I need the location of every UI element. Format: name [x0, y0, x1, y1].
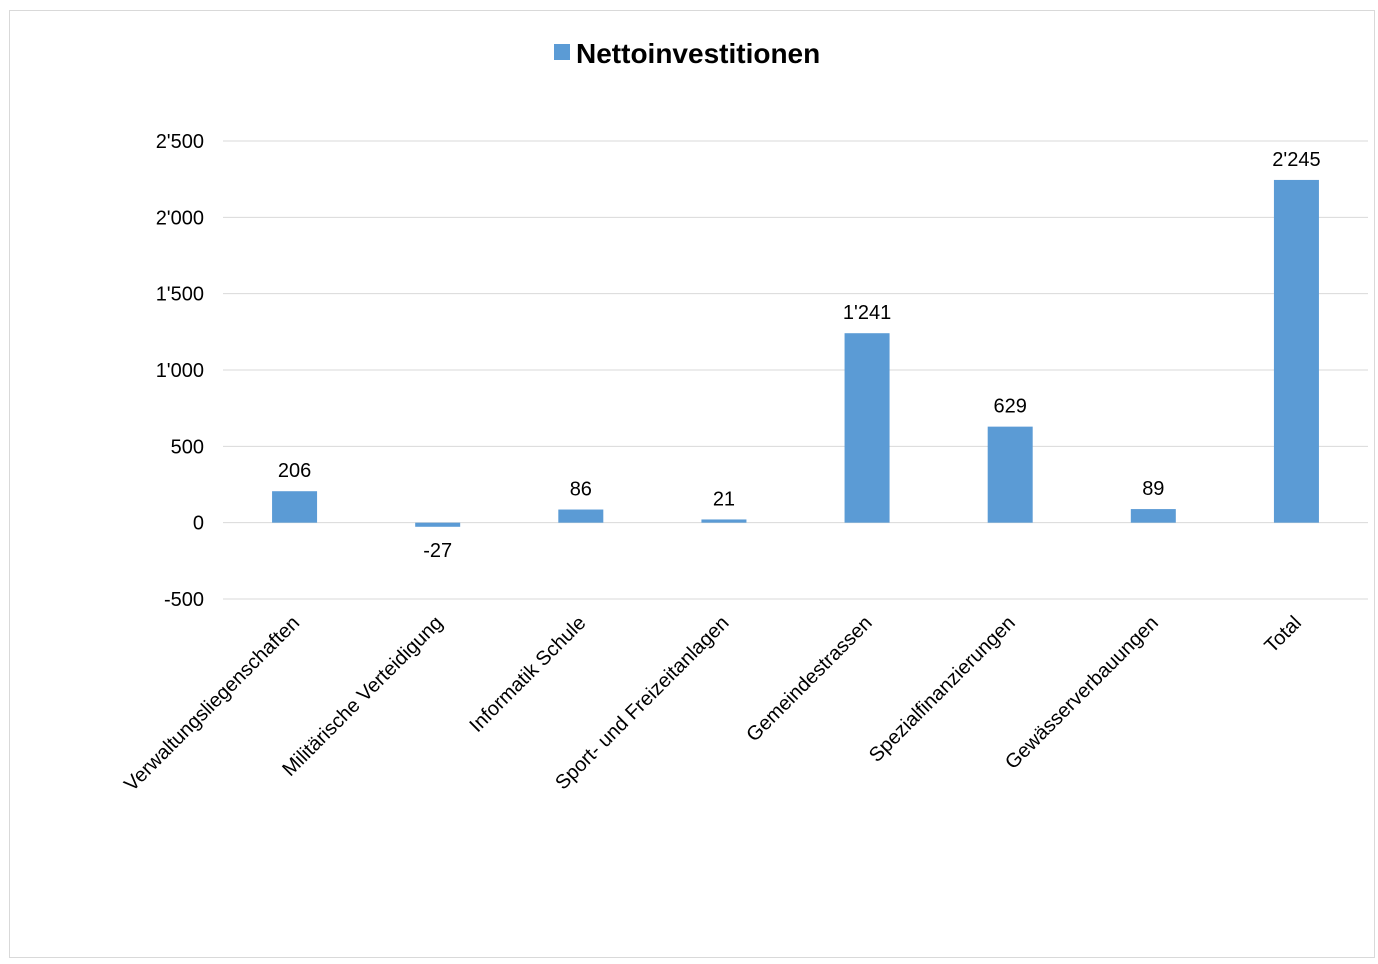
x-tick-label: Verwaltungsliegenschaften — [120, 612, 304, 796]
chart-frame: Nettoinvestitionen -500 0 500 1'000 1'500 2'0… — [9, 10, 1375, 958]
legend: Nettoinvestitionen — [554, 38, 820, 69]
bar — [1273, 179, 1319, 523]
bar — [272, 491, 318, 523]
data-label: 86 — [570, 479, 592, 501]
data-label: 21 — [713, 488, 735, 510]
data-label: 2'245 — [1272, 149, 1320, 171]
y-tick-labels: -500 0 500 1'000 1'500 2'000 2'500 — [156, 131, 204, 611]
y-tick-label: 500 — [171, 436, 204, 458]
gridlines — [223, 140, 1368, 600]
legend-label: Nettoinvestitionen — [576, 38, 820, 69]
y-tick-label: 1'500 — [156, 284, 204, 306]
bars — [272, 179, 1319, 527]
data-labels: 206 -27 86 21 1'241 629 89 2'245 — [278, 149, 1321, 562]
y-tick-label: -500 — [164, 589, 204, 611]
bar — [701, 519, 747, 523]
x-tick-label: Informatik Schule — [466, 612, 591, 737]
data-label: 1'241 — [843, 302, 891, 324]
legend-swatch — [554, 44, 570, 60]
data-label: 629 — [994, 396, 1027, 418]
data-label: 89 — [1142, 478, 1164, 500]
y-tick-label: 1'000 — [156, 360, 204, 382]
x-tick-label: Spezialfinanzierungen — [865, 612, 1020, 767]
bar — [844, 333, 890, 523]
y-tick-label: 0 — [193, 513, 204, 535]
data-label: -27 — [423, 540, 452, 562]
x-tick-label: Total — [1261, 612, 1306, 657]
chart-svg: Nettoinvestitionen -500 0 500 1'000 1'500 2'0… — [120, 38, 1368, 796]
data-label: 206 — [278, 460, 311, 482]
y-tick-label: 2'500 — [156, 131, 204, 153]
x-tick-label: Gewässerverbauungen — [1001, 612, 1163, 774]
x-tick-label: Sport- und Freizeitanlagen — [551, 612, 733, 794]
x-tick-label: Gemeindestrassen — [742, 612, 876, 746]
bar — [1130, 509, 1176, 523]
x-tick-label: Militärische Verteidigung — [278, 612, 447, 781]
y-tick-label: 2'000 — [156, 207, 204, 229]
bar — [987, 426, 1033, 523]
bar — [415, 522, 461, 527]
bar — [558, 509, 604, 523]
